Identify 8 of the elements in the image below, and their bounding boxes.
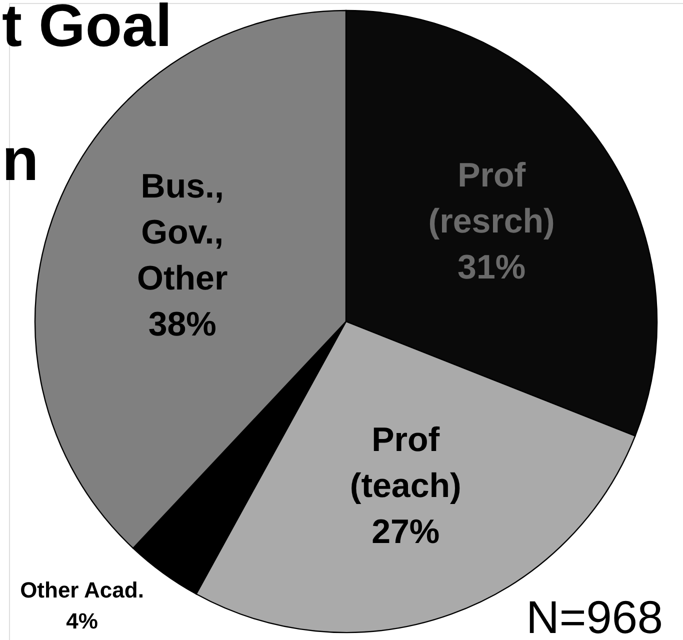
data-label: 38%: [148, 306, 216, 344]
data-label: 27%: [372, 513, 440, 552]
data-label: 31%: [458, 248, 526, 287]
slice-label: Other Acad.: [20, 577, 144, 602]
slice-label: Prof (teach): [350, 421, 462, 506]
data-label: 4%: [66, 608, 98, 634]
text: N=968: [526, 591, 663, 640]
slice-label: Prof (resrch): [428, 156, 555, 241]
